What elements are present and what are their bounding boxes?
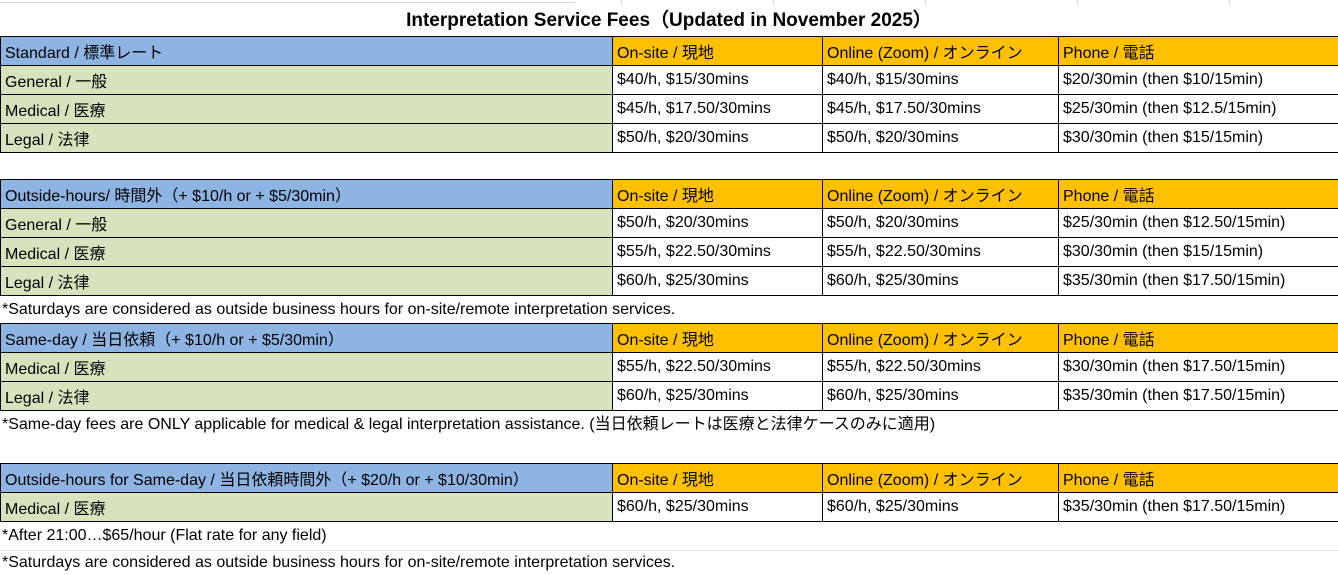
- fees-table-outside-hours-same-day: Outside-hours for Same-day / 当日依頼時間外（+ $…: [0, 463, 1338, 522]
- gridline: [1229, 0, 1230, 5]
- gridline: [925, 0, 926, 5]
- fee-cell: $55/h, $22.50/30mins: [822, 352, 1059, 382]
- table-header-row: Standard / 標準レート On-site / 現地 Online (Zo…: [0, 36, 1338, 66]
- spacer: [0, 153, 1338, 179]
- column-header-phone: Phone / 電話: [1058, 36, 1338, 66]
- category-cell: Medical / 医療: [0, 492, 613, 522]
- section-header-cell: Same-day / 当日依頼（+ $10/h or + $5/30min）: [0, 323, 613, 353]
- fee-cell: $55/h, $22.50/30mins: [612, 237, 823, 267]
- category-cell: Medical / 医療: [0, 237, 613, 267]
- fee-cell: $50/h, $20/30mins: [612, 123, 823, 153]
- fee-cell: $50/h, $20/30mins: [612, 208, 823, 238]
- category-cell: Legal / 法律: [0, 381, 613, 411]
- fee-cell: $35/30min (then $17.50/15min): [1058, 381, 1338, 411]
- fee-cell: $60/h, $25/30mins: [822, 492, 1059, 522]
- fees-table-standard: Standard / 標準レート On-site / 現地 Online (Zo…: [0, 36, 1338, 153]
- table-row: Legal / 法律 $60/h, $25/30mins $60/h, $25/…: [0, 381, 1338, 411]
- gridline: [1077, 0, 1078, 5]
- page-title: Interpretation Service Fees（Updated in N…: [406, 10, 932, 31]
- table-header-row: Same-day / 当日依頼（+ $10/h or + $5/30min） O…: [0, 323, 1338, 353]
- fee-cell: $45/h, $17.50/30mins: [822, 94, 1059, 124]
- fee-cell: $60/h, $25/30mins: [612, 266, 823, 296]
- column-header-online: Online (Zoom) / オンライン: [822, 179, 1059, 209]
- category-cell: Legal / 法律: [0, 123, 613, 153]
- fee-cell: $25/30min (then $12.5/15min): [1058, 94, 1338, 124]
- gridline: [773, 0, 774, 5]
- spacer: [0, 438, 1338, 463]
- column-header-onsite: On-site / 現地: [612, 323, 823, 353]
- column-header-onsite: On-site / 現地: [612, 463, 823, 493]
- table-row: General / 一般 $50/h, $20/30mins $50/h, $2…: [0, 208, 1338, 238]
- section-header-cell: Outside-hours/ 時間外（+ $10/h or + $5/30min…: [0, 179, 613, 209]
- fees-table-same-day: Same-day / 当日依頼（+ $10/h or + $5/30min） O…: [0, 323, 1338, 411]
- table-row: Medical / 医療 $55/h, $22.50/30mins $55/h,…: [0, 237, 1338, 267]
- fee-cell: $60/h, $25/30mins: [822, 266, 1059, 296]
- fee-cell: $35/30min (then $17.50/15min): [1058, 492, 1338, 522]
- gridline: [0, 2, 575, 3]
- fee-cell: $50/h, $20/30mins: [822, 123, 1059, 153]
- fee-cell: $50/h, $20/30mins: [822, 208, 1059, 238]
- fee-cell: $30/30min (then $15/15min): [1058, 237, 1338, 267]
- table-row: Medical / 医療 $60/h, $25/30mins $60/h, $2…: [0, 492, 1338, 522]
- table-row: Legal / 法律 $50/h, $20/30mins $50/h, $20/…: [0, 123, 1338, 153]
- fee-cell: $45/h, $17.50/30mins: [612, 94, 823, 124]
- note-saturdays-repeat: *Saturdays are considered as outside bus…: [0, 550, 1338, 575]
- fee-cell: $30/30min (then $17.50/15min): [1058, 352, 1338, 382]
- fee-cell: $25/30min (then $12.50/15min): [1058, 208, 1338, 238]
- note-saturdays: *Saturdays are considered as outside bus…: [2, 301, 676, 318]
- fee-cell: $60/h, $25/30mins: [822, 381, 1059, 411]
- fee-cell: $30/30min (then $15/15min): [1058, 123, 1338, 153]
- table-row: Legal / 法律 $60/h, $25/30mins $60/h, $25/…: [0, 266, 1338, 296]
- section-header-cell: Standard / 標準レート: [0, 36, 613, 66]
- table-row: Medical / 医療 $45/h, $17.50/30mins $45/h,…: [0, 94, 1338, 124]
- table-row: Medical / 医療 $55/h, $22.50/30mins $55/h,…: [0, 352, 1338, 382]
- fee-cell: $60/h, $25/30mins: [612, 492, 823, 522]
- note-same-day-only: *Same-day fees are ONLY applicable for m…: [2, 416, 936, 433]
- fee-cell: $35/30min (then $17.50/15min): [1058, 266, 1338, 296]
- column-header-phone: Phone / 電話: [1058, 463, 1338, 493]
- column-header-online: Online (Zoom) / オンライン: [822, 323, 1059, 353]
- table-row: General / 一般 $40/h, $15/30mins $40/h, $1…: [0, 65, 1338, 95]
- category-cell: General / 一般: [0, 208, 613, 238]
- fee-cell: $55/h, $22.50/30mins: [612, 352, 823, 382]
- fee-cell: $20/30min (then $10/15min): [1058, 65, 1338, 95]
- column-header-phone: Phone / 電話: [1058, 323, 1338, 353]
- fee-cell: $55/h, $22.50/30mins: [822, 237, 1059, 267]
- column-header-onsite: On-site / 現地: [612, 36, 823, 66]
- category-cell: Medical / 医療: [0, 352, 613, 382]
- note-after-2100: *After 21:00…$65/hour (Flat rate for any…: [2, 527, 327, 544]
- category-cell: Legal / 法律: [0, 266, 613, 296]
- table-header-row: Outside-hours for Same-day / 当日依頼時間外（+ $…: [0, 463, 1338, 493]
- section-header-cell: Outside-hours for Same-day / 当日依頼時間外（+ $…: [0, 463, 613, 493]
- category-cell: General / 一般: [0, 65, 613, 95]
- fee-cell: $40/h, $15/30mins: [822, 65, 1059, 95]
- fee-cell: $60/h, $25/30mins: [612, 381, 823, 411]
- column-header-online: Online (Zoom) / オンライン: [822, 463, 1059, 493]
- category-cell: Medical / 医療: [0, 94, 613, 124]
- spreadsheet-gridlines: [0, 0, 1338, 5]
- column-header-onsite: On-site / 現地: [612, 179, 823, 209]
- gridline: [621, 0, 622, 5]
- column-header-phone: Phone / 電話: [1058, 179, 1338, 209]
- fee-cell: $40/h, $15/30mins: [612, 65, 823, 95]
- table-header-row: Outside-hours/ 時間外（+ $10/h or + $5/30min…: [0, 179, 1338, 209]
- column-header-online: Online (Zoom) / オンライン: [822, 36, 1059, 66]
- fees-table-outside-hours: Outside-hours/ 時間外（+ $10/h or + $5/30min…: [0, 179, 1338, 296]
